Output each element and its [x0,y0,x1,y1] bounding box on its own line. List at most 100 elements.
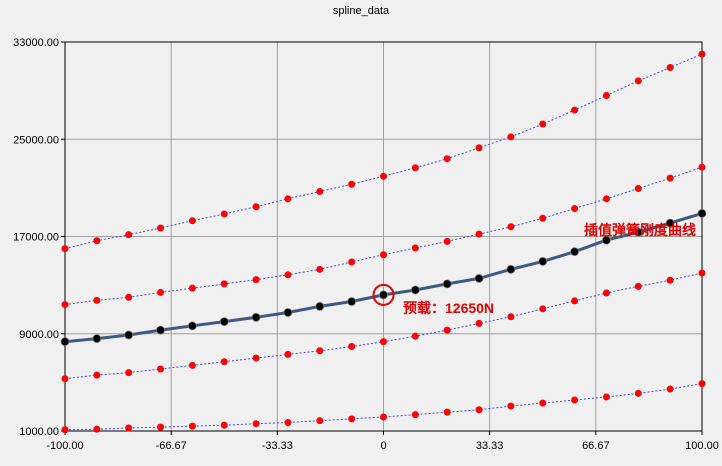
data-point [633,227,643,237]
data-point [220,421,228,429]
series-5 [61,380,706,434]
data-point [666,276,674,284]
data-point [666,385,674,393]
data-point [93,425,101,433]
data-point [698,50,706,58]
data-point [506,264,516,274]
data-point [634,282,642,290]
data-point [571,106,579,114]
data-point [188,217,196,225]
data-point [316,417,324,425]
data-point [348,415,356,423]
x-tick-label: -33.33 [262,440,293,452]
data-point [61,301,69,309]
y-tick-label: 33000.00 [13,37,59,49]
data-point [571,396,579,404]
data-point [61,375,69,383]
data-point [411,411,419,419]
data-point [666,174,674,182]
data-point [93,371,101,379]
y-tick-label: 25000.00 [13,134,59,146]
data-point [219,317,229,326]
data-point [570,247,579,257]
data-point [156,325,165,335]
data-point [443,326,451,334]
data-point [410,285,420,295]
data-point [188,361,196,369]
data-point [411,244,419,252]
data-point [316,188,324,196]
data-point [602,289,610,297]
data-point [602,195,610,203]
data-point [379,290,388,300]
data-point [348,180,356,188]
data-point [380,172,387,180]
grid-lines [65,42,702,431]
data-point [157,288,165,296]
series-group [60,50,707,434]
series-4 [61,269,706,383]
data-point [443,408,451,416]
data-point [538,257,548,266]
data-point [634,389,642,397]
axes: -100.00 -66.67 -33.33 0 33.33 66.67 100.00 1000… [13,37,719,452]
data-point [697,209,707,218]
data-point [283,308,293,317]
x-tick-label: 66.67 [582,440,610,452]
data-point [251,312,261,322]
data-point [60,337,70,347]
data-point [316,347,324,355]
data-point [187,321,197,331]
data-point [157,365,165,373]
series-1 [61,50,706,253]
data-point [93,237,101,245]
curve-label-annotation: 插值弹簧刚度曲线 [584,222,696,238]
data-point [698,269,706,277]
data-point [315,301,325,311]
data-point [284,350,292,358]
data-point [284,418,292,426]
data-point [348,343,356,351]
data-point [188,284,196,292]
chart-title: spline_data [333,5,390,17]
data-point [571,297,579,305]
data-point [380,338,387,346]
data-point [634,77,642,85]
data-point [411,164,419,172]
data-point [443,237,451,245]
data-point [252,276,260,284]
data-point [539,214,547,222]
data-point [284,195,292,203]
data-point [188,422,196,430]
data-point [475,319,483,327]
data-point [539,305,547,313]
data-point [125,424,133,432]
data-point [125,369,133,377]
series-line-dotted [64,53,703,250]
data-point [539,399,547,407]
x-tick-label: -66.67 [156,440,187,452]
y-tick-label: 9000.00 [19,329,59,341]
data-point [157,224,165,232]
x-tick-label: 0 [380,440,386,452]
series-2 [61,163,706,309]
data-point [61,245,69,253]
data-point [220,280,228,288]
data-point [475,230,483,238]
series-line-dotted [64,166,703,306]
preload-annotation: 预载：12650N [403,300,494,316]
data-point [284,271,292,279]
data-point [698,163,706,171]
data-point [92,334,102,344]
data-point [252,203,260,211]
data-point [347,297,357,306]
data-point [507,313,515,321]
data-point [665,218,675,228]
data-point [602,393,610,401]
data-point [380,251,387,259]
data-point [220,358,228,366]
y-tick-label: 1000.00 [19,426,59,438]
data-point [507,133,515,141]
data-point [666,64,674,72]
data-point [316,265,324,273]
